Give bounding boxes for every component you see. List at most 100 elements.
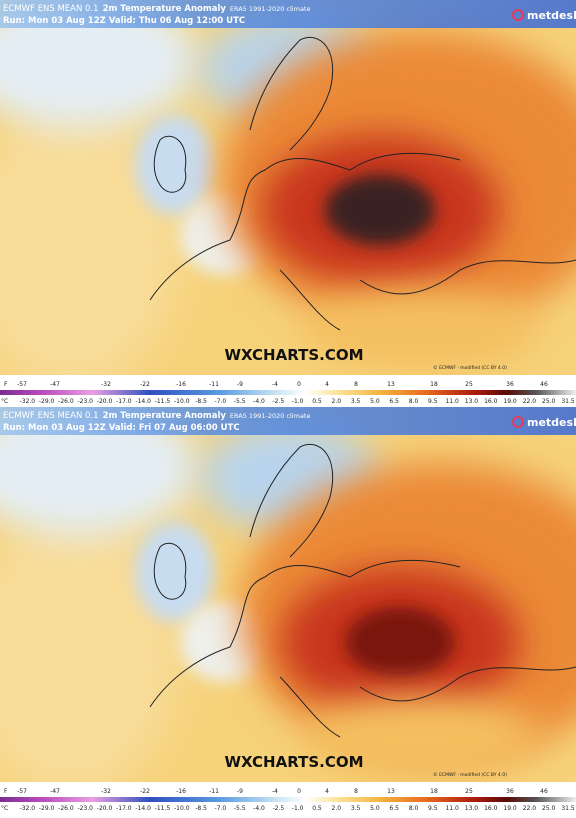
celsius-label: 22.0 [523,398,537,405]
celsius-label: 5.0 [370,398,380,405]
panel: ECMWF ENS MEAN 0.1 2m Temperature Anomaly… [0,0,576,407]
colorbar [0,797,576,802]
celsius-label: -29.0 [39,805,55,812]
fahrenheit-label: -9 [237,788,243,795]
celsius-label: -5.5 [234,398,246,405]
celsius-label: 8.0 [409,398,419,405]
fahrenheit-label: 18 [430,788,438,795]
celsius-label: -32.0 [20,398,36,405]
east-core [325,175,435,245]
header-model: ECMWF ENS MEAN 0.1 [3,4,99,14]
celsius-label: 9.5 [428,805,438,812]
fahrenheit-label: 46 [540,381,548,388]
fahrenheit-label: 25 [465,381,473,388]
celsius-label: 31.5 [561,398,575,405]
celsius-label: 13.0 [465,398,479,405]
celsius-label: -11.5 [155,398,171,405]
celsius-label: 2.0 [332,398,342,405]
celsius-label: 0.5 [312,805,322,812]
celsius-label: -4.0 [253,398,265,405]
credit: © ECMWF · modified (CC BY 4.0) [433,364,507,371]
sea-warm [0,517,180,782]
celsius-label: 25.0 [542,805,556,812]
celsius-label: 6.5 [389,398,399,405]
fahrenheit-label: -4 [272,788,278,795]
fahrenheit-label: 0 [297,381,301,388]
fahrenheit-label: 36 [506,381,514,388]
header-bar [0,0,576,28]
celsius-label: -17.0 [116,398,132,405]
celsius-label: 3.5 [351,398,361,405]
fahrenheit-label: 8 [354,788,358,795]
atlantic-cool [0,407,200,537]
south-mild [300,290,540,370]
fahrenheit-label: -47 [50,381,60,388]
uk-cool [135,522,215,622]
uk-cool [135,115,215,215]
celsius-label: -26.0 [58,805,74,812]
celsius-label: -20.0 [97,398,113,405]
celsius-label: °C [1,805,8,812]
panel: ECMWF ENS MEAN 0.1 2m Temperature Anomaly… [0,407,576,814]
coastline [149,37,576,331]
celsius-label: 25.0 [542,398,556,405]
celsius-label: -29.0 [39,398,55,405]
colorbar [0,390,576,395]
logo-icon [512,9,524,21]
celsius-label: -7.0 [215,805,227,812]
fahrenheit-label: -16 [176,788,186,795]
celsius-label: -7.0 [215,398,227,405]
fahrenheit-label: 8 [354,381,358,388]
celsius-label: 6.5 [389,805,399,812]
fahrenheit-label: -32 [101,381,111,388]
celsius-label: -14.0 [135,805,151,812]
celsius-label: 0.5 [312,398,322,405]
celsius-label: 16.0 [484,805,498,812]
celsius-label: -20.0 [97,805,113,812]
celsius-label: 3.5 [351,805,361,812]
celsius-label: 5.0 [370,805,380,812]
fahrenheit-label: 13 [387,381,395,388]
header-bar [0,407,576,435]
celsius-label: 19.0 [503,398,517,405]
fahrenheit-label: 13 [387,788,395,795]
celsius-label: -8.5 [195,805,207,812]
fahrenheit-label: -9 [237,381,243,388]
celsius-label: 9.5 [428,398,438,405]
fahrenheit-label: -11 [209,381,219,388]
logo-icon [512,416,524,428]
fahrenheit-label: -32 [101,788,111,795]
celsius-label: -2.5 [272,398,284,405]
fahrenheit-label: 25 [465,788,473,795]
run-info: Run: Mon 03 Aug 12Z Valid: Fri 07 Aug 06… [3,423,240,433]
fahrenheit-label: 0 [297,788,301,795]
celsius-label: -23.0 [77,805,93,812]
fahrenheit-label: F [4,788,8,795]
header-line: ECMWF ENS MEAN 0.1 2m Temperature Anomaly… [3,4,310,14]
celsius-label: -26.0 [58,398,74,405]
header-model: ECMWF ENS MEAN 0.1 [3,411,99,421]
celsius-label: -32.0 [20,805,36,812]
celsius-label: 2.0 [332,805,342,812]
header-parameter: 2m Temperature Anomaly [103,4,227,14]
celsius-label: -4.0 [253,805,265,812]
celsius-label: 16.0 [484,398,498,405]
celsius-label: -23.0 [77,398,93,405]
celsius-label: -14.0 [135,398,151,405]
header-climate: ERA5 1991-2020 climate [230,5,311,13]
fahrenheit-label: -22 [140,381,150,388]
run-info: Run: Mon 03 Aug 12Z Valid: Thu 06 Aug 12… [3,16,245,26]
fahrenheit-label: -47 [50,788,60,795]
celsius-label: 11.0 [445,805,459,812]
celsius-label: 8.0 [409,805,419,812]
fahrenheit-label: 4 [325,788,329,795]
logo: metdesk [527,9,576,22]
south-mild [300,697,540,777]
celsius-label: -2.5 [272,805,284,812]
fahrenheit-label: 36 [506,788,514,795]
fahrenheit-label: -4 [272,381,278,388]
logo: metdesk [527,416,576,429]
fahrenheit-label: -22 [140,788,150,795]
